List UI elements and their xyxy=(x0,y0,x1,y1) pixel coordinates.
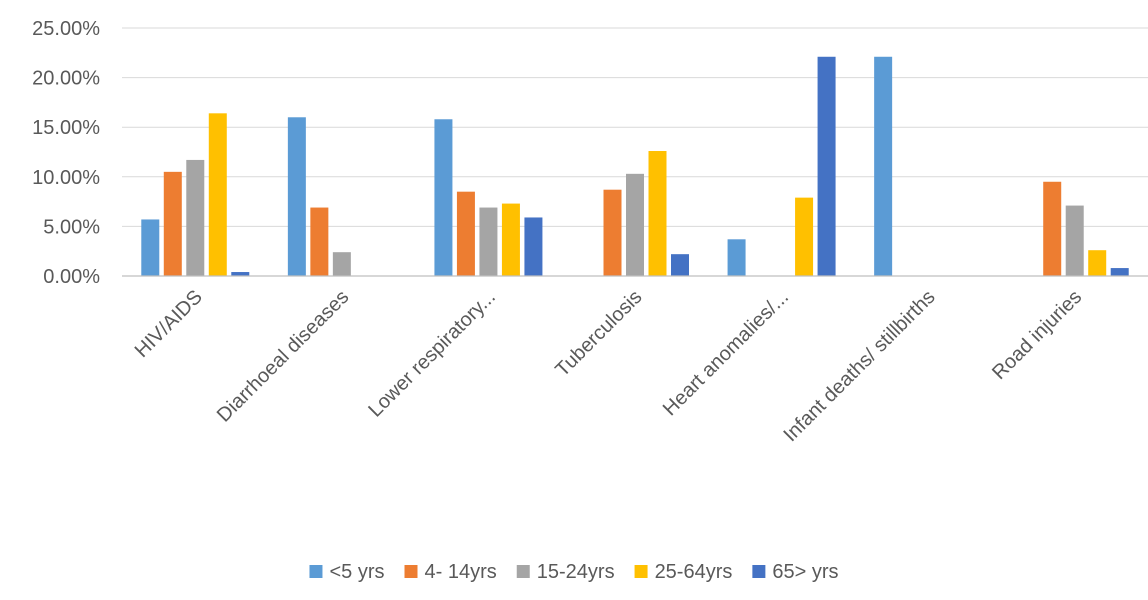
legend-item: 65> yrs xyxy=(752,561,839,583)
y-tick-label: 20.00% xyxy=(32,68,100,90)
y-tick-label: 0.00% xyxy=(43,266,100,288)
bar xyxy=(479,207,498,276)
x-category-label: Infant deaths/ stillbirths xyxy=(779,286,939,446)
bar xyxy=(287,117,306,276)
bar xyxy=(1043,181,1062,276)
legend-label: <5 yrs xyxy=(329,561,384,583)
legend: <5 yrs 4- 14yrs 15-24yrs 25-64yrs 65> yrs xyxy=(309,561,839,583)
bar xyxy=(310,207,329,276)
x-category-label: Lower respiratory... xyxy=(364,286,500,422)
y-tick-label: 10.00% xyxy=(32,167,100,189)
bar xyxy=(208,113,227,276)
bar xyxy=(434,119,453,276)
bar xyxy=(231,272,250,276)
bars xyxy=(141,56,1129,276)
bar xyxy=(456,191,475,276)
bar xyxy=(501,203,520,276)
legend-swatch xyxy=(752,565,766,578)
bar xyxy=(141,219,160,276)
bar xyxy=(1088,250,1107,276)
bar xyxy=(163,171,182,276)
bar xyxy=(1110,268,1129,276)
legend-label: 65> yrs xyxy=(772,561,838,583)
x-category-label: Road injuries xyxy=(988,286,1086,384)
bar xyxy=(186,159,205,276)
bar xyxy=(603,189,622,276)
legend-label: 15-24yrs xyxy=(537,561,615,583)
bar xyxy=(648,151,667,276)
x-category-label: Diarrhoeal diseases xyxy=(213,286,354,427)
x-axis-category-labels: HIV/AIDS Diarrhoeal diseases Lower respira… xyxy=(131,286,1086,446)
legend-item: 25-64yrs xyxy=(634,561,733,583)
x-category-label: HIV/AIDS xyxy=(131,286,207,362)
legend-label: 25-64yrs xyxy=(655,561,733,583)
legend-swatch xyxy=(309,565,323,578)
y-tick-label: 15.00% xyxy=(32,117,100,139)
legend-label: 4- 14yrs xyxy=(425,561,497,583)
legend-item: 15-24yrs xyxy=(516,561,615,583)
bar xyxy=(795,197,814,276)
bar xyxy=(524,217,543,276)
bar xyxy=(626,173,644,276)
y-tick-label: 25.00% xyxy=(32,18,100,40)
x-category-label: Heart anomalies/... xyxy=(659,286,793,420)
y-axis-tick-labels: 0.00% 5.00% 10.00% 15.00% 20.00% 25.00% xyxy=(32,18,100,288)
bar xyxy=(817,56,836,276)
legend-swatch xyxy=(404,565,418,578)
legend-item: 4- 14yrs xyxy=(404,561,497,583)
legend-item: <5 yrs xyxy=(309,561,385,583)
x-category-label: Tuberculosis xyxy=(551,286,646,381)
legend-swatch xyxy=(516,565,530,578)
bar xyxy=(1065,205,1084,276)
bar xyxy=(671,254,689,276)
bar xyxy=(727,239,746,276)
bar xyxy=(874,56,893,276)
legend-swatch xyxy=(634,565,648,578)
bar xyxy=(332,252,351,276)
y-tick-label: 5.00% xyxy=(43,216,100,238)
